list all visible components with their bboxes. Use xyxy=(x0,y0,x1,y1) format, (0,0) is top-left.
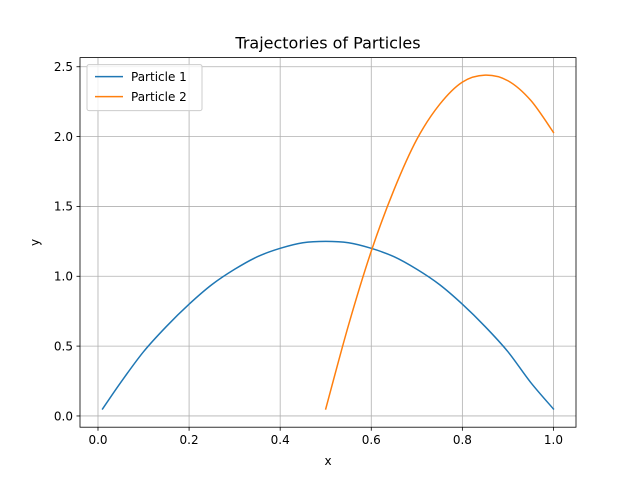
y-tick-label: 2.5 xyxy=(54,60,73,74)
y-tick-label: 0.5 xyxy=(54,339,73,353)
y-tick-label: 2.0 xyxy=(54,130,73,144)
grid xyxy=(80,57,576,428)
series-line-particle-1 xyxy=(101,240,555,411)
y-tick-label: 0.0 xyxy=(54,409,73,423)
y-tick-label: 1.5 xyxy=(54,200,73,214)
x-tick-label: 0.8 xyxy=(453,433,472,447)
legend-label-particle-2: Particle 2 xyxy=(131,90,187,104)
x-tick-label: 0.2 xyxy=(180,433,199,447)
series-group xyxy=(101,74,555,411)
x-axis-label: x xyxy=(324,454,331,468)
x-tick-label: 0.0 xyxy=(88,433,107,447)
x-tick-label: 0.4 xyxy=(271,433,290,447)
plot-frame xyxy=(79,57,577,428)
y-tick-label: 1.0 xyxy=(54,270,73,284)
series-line-particle-2 xyxy=(324,74,555,410)
legend: Particle 1 Particle 2 xyxy=(86,64,203,112)
axis-ticks: 0.0 0.2 0.4 0.6 0.8 1.0 0.0 0.5 1.0 1.5 2.0 2.5 xyxy=(54,60,563,447)
chart-title: Trajectories of Particles xyxy=(234,34,420,53)
y-axis-label: y xyxy=(28,239,42,246)
x-tick-label: 1.0 xyxy=(544,433,563,447)
legend-label-particle-1: Particle 1 xyxy=(131,70,187,84)
x-tick-label: 0.6 xyxy=(362,433,381,447)
